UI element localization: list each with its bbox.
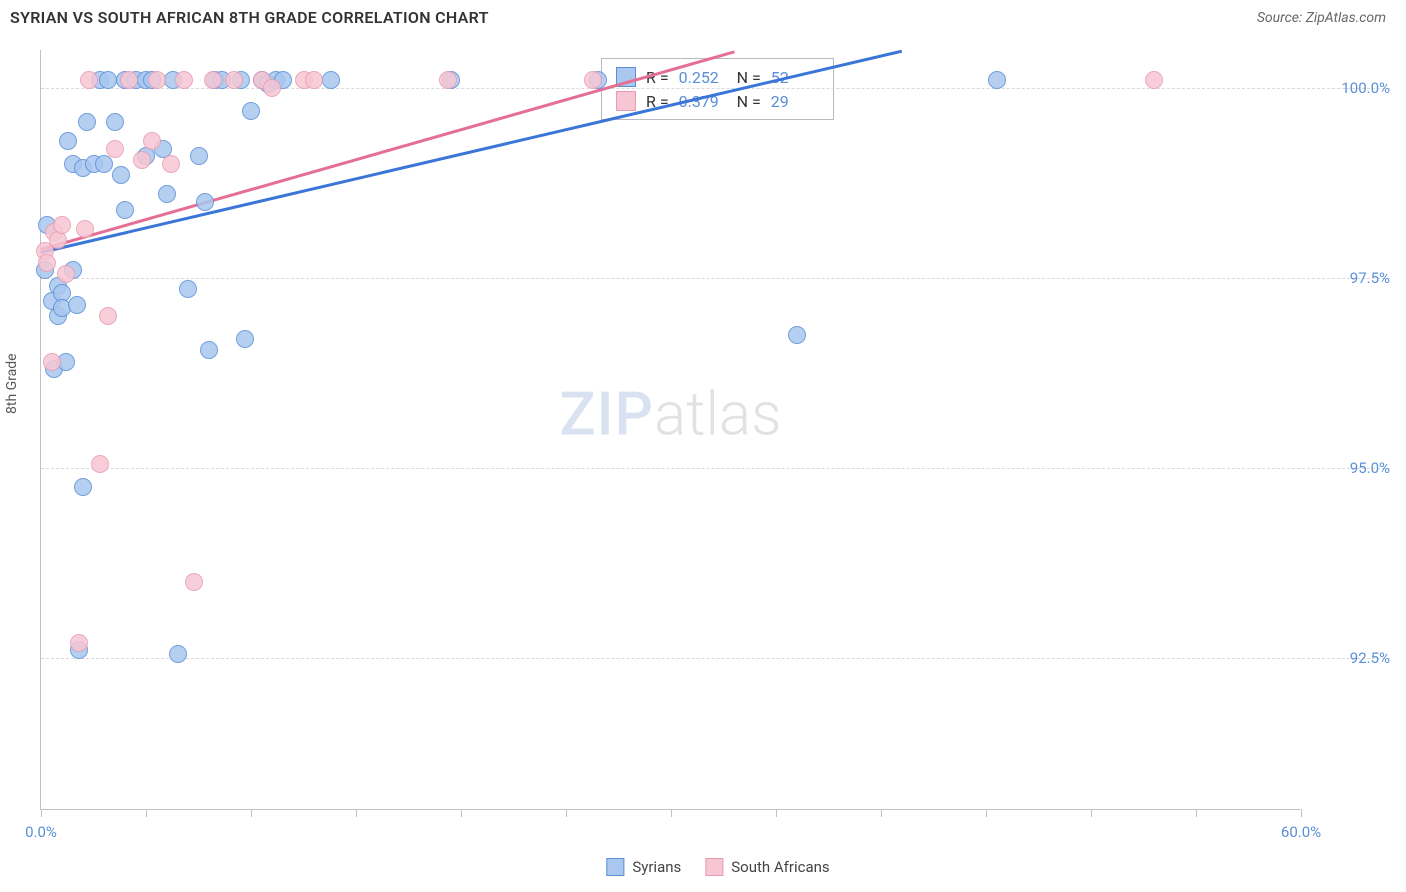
data-point [196,193,214,211]
x-tick [881,809,882,817]
data-point [133,151,151,169]
stat-n-label: N = [737,92,761,111]
data-point [584,71,602,89]
x-tick [671,809,672,817]
data-point [99,71,117,89]
data-point [185,573,203,591]
data-point [106,140,124,158]
data-point [112,166,130,184]
series-swatch [616,91,636,111]
data-point [53,216,71,234]
series-legend: Syrians South Africans [606,858,829,876]
data-point [43,353,61,371]
x-tick [461,809,462,817]
data-point [74,478,92,496]
data-point [158,185,176,203]
data-point [148,71,166,89]
x-tick [1196,809,1197,817]
stat-n-value: 29 [771,92,819,111]
data-point [200,341,218,359]
gridline [41,468,1390,469]
x-tick [41,809,42,817]
data-point [76,220,94,238]
y-tick-label: 92.5% [1310,649,1390,667]
legend-swatch [606,858,624,876]
watermark-atlas: atlas [654,379,782,450]
y-tick-label: 100.0% [1310,79,1390,97]
x-tick [1301,809,1302,817]
data-point [175,71,193,89]
legend-item: Syrians [606,858,681,876]
data-point [49,231,67,249]
chart-header: SYRIAN VS SOUTH AFRICAN 8TH GRADE CORREL… [0,0,1406,35]
data-point [1145,71,1163,89]
stat-r-value: 0.252 [679,68,727,87]
watermark-zip: ZIP [560,379,654,450]
data-point [169,645,187,663]
chart-container: 8th Grade ZIPatlas R =0.252N =52R =0.379… [40,50,1396,842]
x-tick-label: 0.0% [25,823,57,841]
data-point [305,71,323,89]
data-point [204,71,222,89]
plot-area: ZIPatlas R =0.252N =52R =0.379N =29 92.5… [40,50,1300,810]
data-point [225,71,243,89]
data-point [162,155,180,173]
data-point [179,280,197,298]
watermark: ZIPatlas [560,379,782,450]
data-point [322,71,340,89]
data-point [263,79,281,97]
chart-title: SYRIAN VS SOUTH AFRICAN 8TH GRADE CORREL… [10,8,489,27]
data-point [988,71,1006,89]
legend-label: Syrians [632,858,681,876]
chart-source: Source: ZipAtlas.com [1257,10,1386,26]
legend-item: South Africans [705,858,829,876]
data-point [38,254,56,272]
gridline [41,278,1390,279]
data-point [788,326,806,344]
data-point [116,201,134,219]
x-tick [776,809,777,817]
x-tick [251,809,252,817]
data-point [68,296,86,314]
x-tick [146,809,147,817]
y-tick-label: 95.0% [1310,459,1390,477]
x-tick-label: 60.0% [1281,823,1321,841]
data-point [57,265,75,283]
data-point [236,330,254,348]
data-point [190,147,208,165]
y-tick-label: 97.5% [1310,269,1390,287]
data-point [78,113,96,131]
data-point [95,155,113,173]
data-point [439,71,457,89]
data-point [91,455,109,473]
data-point [99,307,117,325]
data-point [143,132,161,150]
x-tick [986,809,987,817]
legend-label: South Africans [731,858,829,876]
x-tick [566,809,567,817]
legend-swatch [705,858,723,876]
gridline [41,658,1390,659]
data-point [242,102,260,120]
data-point [70,634,88,652]
x-tick [1091,809,1092,817]
data-point [106,113,124,131]
data-point [120,71,138,89]
y-axis-label: 8th Grade [4,353,20,414]
x-tick [356,809,357,817]
data-point [80,71,98,89]
data-point [59,132,77,150]
